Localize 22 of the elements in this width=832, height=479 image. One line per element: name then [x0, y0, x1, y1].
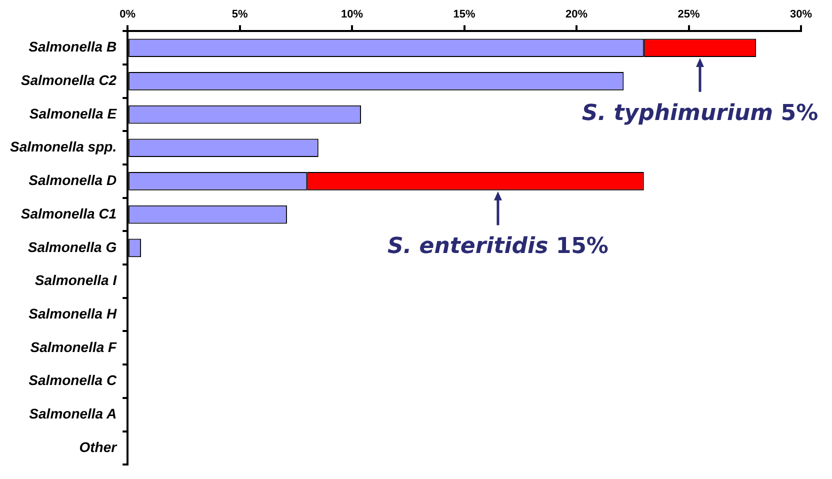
y-tick-label: Salmonella D [28, 172, 117, 188]
y-tick-label: Salmonella spp. [10, 138, 117, 155]
y-tick-label: Salmonella I [34, 272, 118, 288]
x-tick-label: 10% [341, 8, 364, 21]
x-tick-label: 25% [678, 8, 700, 21]
annotation: S. typhimurium 5% [582, 100, 818, 126]
y-tick-label: Salmonella C2 [20, 72, 117, 88]
y-tick-label: Salmonella A [29, 405, 117, 422]
x-tick-label: 20% [566, 8, 588, 21]
y-tick-label: Salmonella E [29, 105, 118, 122]
y-tick-label: Salmonella F [30, 338, 118, 355]
x-tick-label: 5% [232, 8, 248, 21]
y-tick-label: Salmonella C1 [20, 205, 117, 222]
y-tick-label: Salmonella B [28, 38, 117, 55]
y-tick-label: Salmonella C [28, 372, 118, 388]
y-tick-label: Salmonella H [28, 305, 118, 322]
y-tick-label: Other [79, 438, 118, 455]
x-tick-label: 15% [453, 8, 476, 21]
x-tick-label: 30% [790, 8, 812, 21]
y-tick-label: Salmonella G [28, 238, 117, 255]
annotation: S. enteritidis 15% [387, 234, 608, 260]
x-tick-label: 0% [120, 8, 136, 21]
